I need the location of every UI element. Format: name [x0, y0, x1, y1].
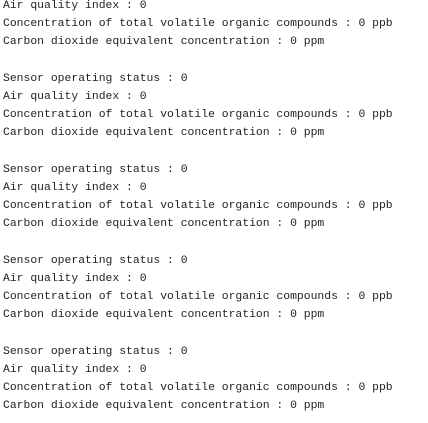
output-line: Carbon dioxide equivalent concentration … [3, 400, 325, 413]
output-line: Air quality index : 0 [3, 181, 147, 194]
output-line: Sensor operating status : 0 [3, 72, 188, 85]
output-block: Air quality index : 0 Concentration of to… [3, 0, 393, 52]
output-line: Concentration of total volatile organic … [3, 381, 393, 394]
output-line: Sensor operating status : 0 [3, 345, 188, 358]
output-line: Air quality index : 0 [3, 363, 147, 376]
output-block: Sensor operating status : 0 Air quality i… [3, 161, 393, 234]
output-line: Concentration of total volatile organic … [3, 109, 393, 122]
output-block: Sensor operating status : 0 Air quality i… [3, 252, 393, 325]
output-line: Air quality index : 0 [3, 272, 147, 285]
output-block: Sensor operating status : 0 Air quality i… [3, 70, 393, 143]
output-line: Air quality index : 0 [3, 0, 147, 12]
output-line: Concentration of total volatile organic … [3, 18, 393, 31]
output-line: Concentration of total volatile organic … [3, 200, 393, 213]
terminal-output: Air quality index : 0 Concentration of to… [3, 0, 393, 423]
output-line: Concentration of total volatile organic … [3, 291, 393, 303]
output-line: Carbon dioxide equivalent concentration … [3, 127, 325, 140]
output-line: Sensor operating status : 0 [3, 163, 188, 176]
output-block: Sensor operating status : 0 Air quality i… [3, 343, 393, 416]
output-line: Air quality index : 0 [3, 90, 147, 103]
output-line: Carbon dioxide equivalent concentration … [3, 36, 325, 49]
output-line: Carbon dioxide equivalent concentration … [3, 218, 325, 231]
output-line: Sensor operating status : 0 [3, 254, 188, 267]
output-line: Carbon dioxide equivalent concentration … [3, 309, 325, 322]
